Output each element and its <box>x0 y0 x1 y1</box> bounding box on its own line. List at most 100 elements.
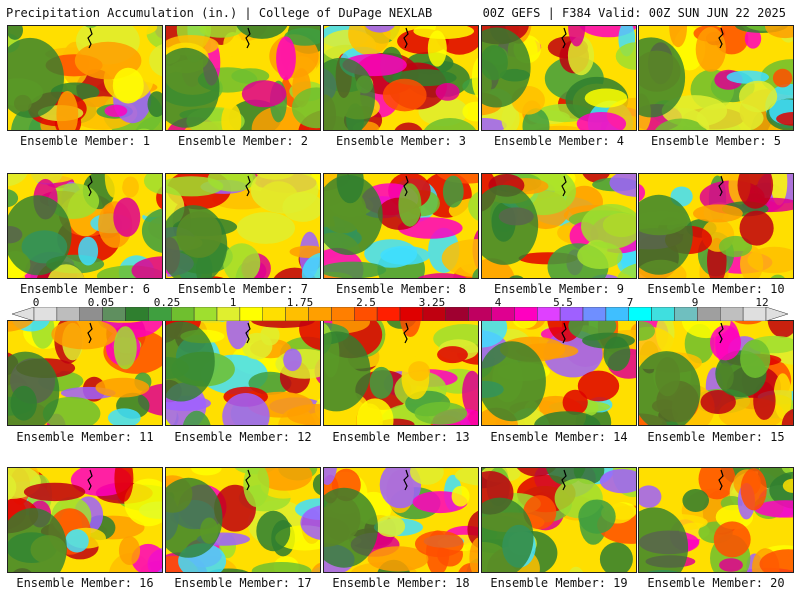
precip-contour <box>243 468 270 507</box>
ensemble-panel <box>481 25 637 131</box>
precip-contour <box>369 366 394 399</box>
ensemble-panel <box>165 467 321 573</box>
shoreline <box>561 322 567 344</box>
precip-contour <box>719 558 743 572</box>
colorbar-swatch <box>445 307 469 321</box>
precip-map <box>482 468 636 572</box>
precip-contour <box>324 261 387 278</box>
precip-contour <box>773 373 792 420</box>
precip-contour <box>451 485 470 507</box>
precip-contour <box>236 26 288 39</box>
precip-contour <box>256 510 291 552</box>
shoreline <box>718 27 724 49</box>
precip-contour <box>753 381 776 420</box>
precip-contour <box>740 339 771 378</box>
colorbar-swatch <box>514 307 538 321</box>
precip-contour <box>718 235 753 258</box>
precip-map <box>324 468 478 572</box>
shoreline <box>245 27 251 49</box>
ensemble-member-label: Ensemble Member: 11 <box>16 430 154 444</box>
precip-map <box>639 468 793 572</box>
precip-contour <box>509 275 524 278</box>
precip-contour <box>112 67 144 104</box>
precip-contour <box>250 174 319 214</box>
precip-contour <box>482 118 507 130</box>
precip-contour <box>289 245 320 258</box>
ensemble-panel <box>7 467 163 573</box>
shoreline <box>245 469 251 491</box>
precip-contour <box>400 321 421 337</box>
shoreline <box>87 469 93 491</box>
shoreline <box>245 175 251 197</box>
precip-contour <box>423 118 477 130</box>
precip-contour <box>231 68 270 84</box>
precip-contour <box>300 505 320 540</box>
precip-contour <box>241 80 287 108</box>
ensemble-panel <box>323 320 479 426</box>
precip-contour <box>695 27 726 72</box>
colorbar-tick-label: 3.25 <box>418 296 446 309</box>
precip-contour <box>726 70 769 84</box>
ensemble-member-label: Ensemble Member: 3 <box>335 134 467 148</box>
precip-contour <box>222 393 270 425</box>
precip-contour <box>191 468 222 476</box>
precip-contour <box>454 468 478 486</box>
colorbar-swatch <box>102 307 126 321</box>
ensemble-member-label: Ensemble Member: 12 <box>174 430 312 444</box>
precip-contour <box>65 529 89 553</box>
precip-contour <box>149 44 162 77</box>
precip-contour <box>482 27 531 108</box>
precip-contour <box>147 91 162 117</box>
precip-map <box>166 26 320 130</box>
precip-contour <box>427 30 447 67</box>
precip-map <box>8 26 162 130</box>
precip-contour <box>104 104 128 117</box>
shoreline <box>718 322 724 344</box>
colorbar-tick-label: 12 <box>755 296 769 309</box>
ensemble-member-label: Ensemble Member: 9 <box>493 282 625 296</box>
precip-contour <box>312 473 320 495</box>
precip-contour <box>471 57 478 99</box>
precip-contour <box>577 241 623 269</box>
colorbar-tick-label: 9 <box>691 296 699 309</box>
precip-contour <box>223 32 242 57</box>
colorbar-swatch <box>697 307 721 321</box>
ensemble-panel <box>165 25 321 131</box>
precip-map <box>324 26 478 130</box>
run-valid-time: 00Z GEFS | F384 Valid: 00Z SUN JUN 22 20… <box>482 6 786 20</box>
precip-map <box>166 468 320 572</box>
shoreline <box>561 175 567 197</box>
precip-contour <box>578 499 616 534</box>
precip-contour <box>287 404 320 425</box>
precip-contour <box>311 562 320 572</box>
precip-contour <box>78 236 99 266</box>
colorbar-tick-label: 2.5 <box>356 296 376 309</box>
colorbar-swatch <box>239 307 264 321</box>
precip-contour <box>739 210 774 246</box>
ensemble-panel <box>165 320 321 426</box>
precip-contour <box>482 321 508 348</box>
precip-contour <box>568 26 586 47</box>
precip-contour <box>767 321 793 338</box>
precip-contour <box>567 36 595 76</box>
colorbar-swatch <box>216 307 241 321</box>
precip-contour <box>122 176 139 198</box>
precip-contour <box>324 175 383 255</box>
ensemble-member-label: Ensemble Member: 18 <box>332 576 470 590</box>
precip-contour <box>584 88 628 108</box>
precip-contour <box>324 57 375 130</box>
precip-contour <box>8 189 19 208</box>
precip-contour <box>772 68 793 88</box>
colorbar-swatch <box>285 307 309 321</box>
ensemble-member-label: Ensemble Member: 15 <box>647 430 785 444</box>
precip-contour <box>143 174 162 195</box>
precip-contour <box>482 184 539 265</box>
precip-contour <box>513 321 537 329</box>
colorbar-swatch <box>491 307 515 321</box>
precip-contour <box>166 205 228 278</box>
ensemble-member-label: Ensemble Member: 14 <box>490 430 628 444</box>
precip-contour <box>639 485 662 508</box>
precip-contour <box>51 321 118 350</box>
precip-contour <box>568 566 584 572</box>
precip-contour <box>442 175 464 208</box>
